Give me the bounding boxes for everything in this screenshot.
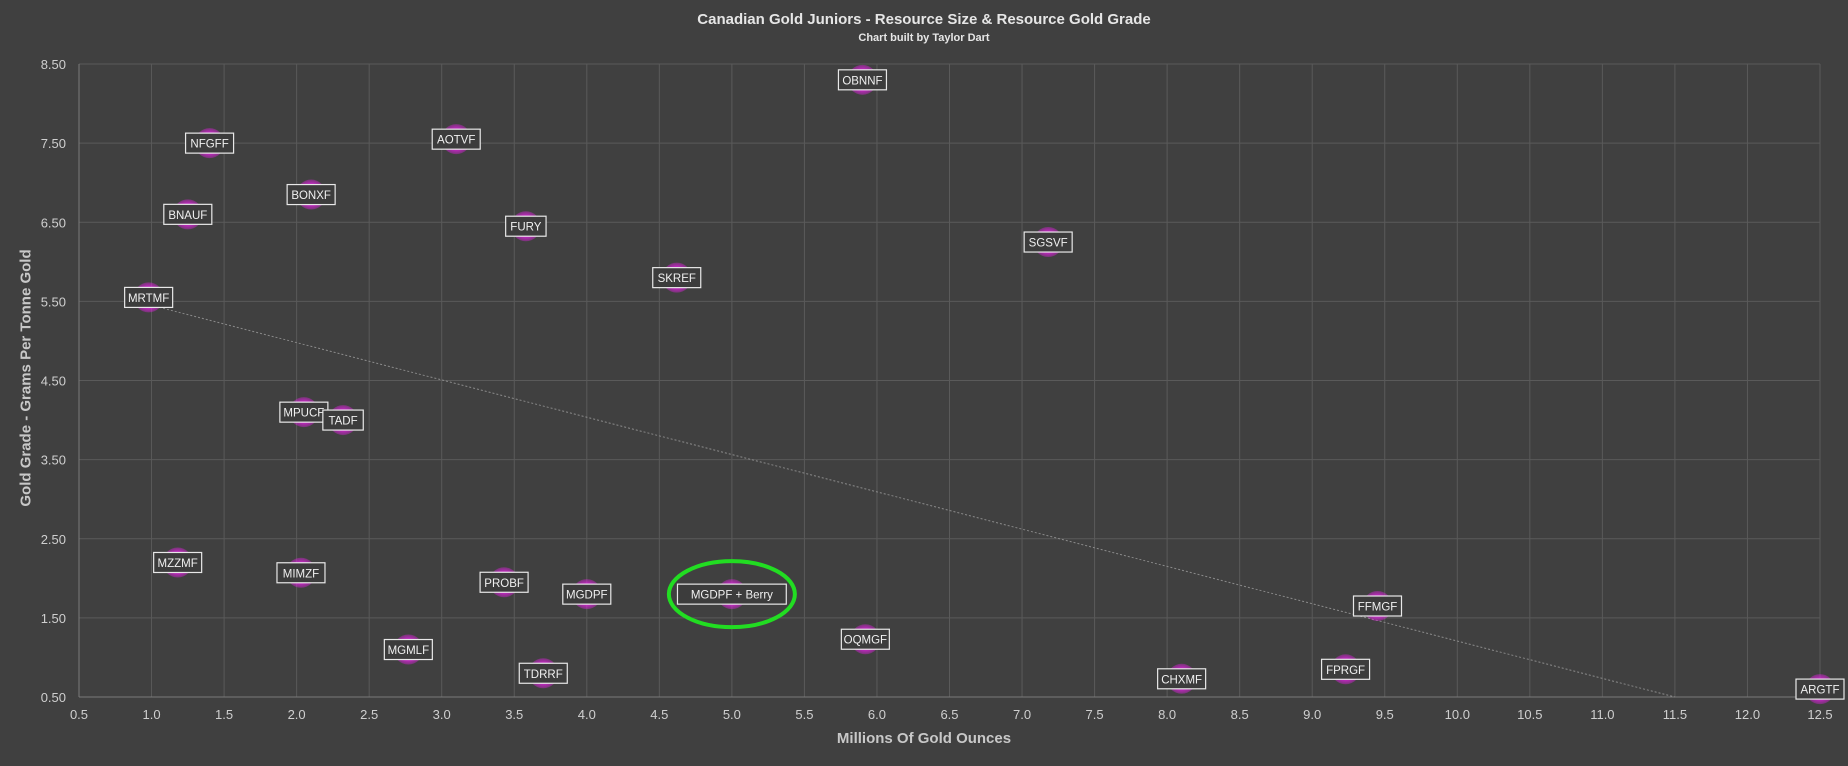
- x-tick-label: 8.5: [1231, 707, 1249, 722]
- point-label: FURY: [510, 222, 541, 234]
- point-label-box: [124, 286, 174, 309]
- chart-title: Canadian Gold Juniors - Resource Size & …: [697, 11, 1151, 28]
- point-label: MIMZF: [283, 568, 319, 580]
- point-label-box: [518, 662, 568, 684]
- x-tick-label: 12.0: [1735, 707, 1760, 722]
- point-label-box: [505, 215, 547, 237]
- point-label: PROBF: [484, 578, 524, 590]
- y-tick-label: 8.50: [41, 57, 66, 72]
- point-label: MGDPF: [566, 590, 608, 602]
- point-label: OBNNF: [842, 75, 882, 87]
- point-label: MGDPF + Berry: [691, 590, 773, 602]
- point-label: MPUCF: [283, 408, 324, 420]
- point-label-box: [1023, 231, 1073, 253]
- point-label: FFMGF: [1358, 602, 1398, 614]
- point-label-box: [652, 267, 702, 289]
- point-label: SKREF: [658, 273, 696, 285]
- point-label-box: [479, 571, 529, 593]
- x-tick-label: 5.5: [795, 707, 813, 722]
- x-tick-label: 8.0: [1158, 707, 1176, 722]
- x-tick-label: 7.5: [1086, 707, 1104, 722]
- y-tick-label: 6.50: [41, 215, 66, 230]
- point-label-box: [1157, 668, 1207, 690]
- y-axis-label: Gold Grade - Grams Per Tonne Gold: [17, 249, 35, 507]
- x-tick-label: 10.0: [1445, 707, 1470, 722]
- point-label: ARGTF: [1801, 685, 1840, 697]
- point-label-box: [276, 562, 326, 584]
- point-label-box: [676, 583, 787, 605]
- x-tick-label: 6.5: [940, 707, 958, 722]
- x-tick-label: 10.5: [1517, 707, 1542, 722]
- highlight-ellipse: [666, 559, 797, 630]
- x-tick-label: 4.0: [578, 707, 596, 722]
- point-label: MRTMF: [128, 293, 169, 305]
- x-tick-label: 4.5: [650, 707, 668, 722]
- x-tick-label: 11.5: [1663, 707, 1687, 722]
- y-tick-label: 5.50: [41, 294, 66, 309]
- chart-subtitle: Chart built by Taylor Dart: [858, 32, 990, 44]
- y-tick-label: 1.50: [41, 611, 66, 626]
- point-label: CHXMF: [1161, 674, 1202, 686]
- point-label: MGMLF: [388, 645, 430, 657]
- point-label: OQMGF: [844, 635, 887, 647]
- y-tick-label: 4.50: [41, 374, 66, 389]
- x-tick-label: 3.5: [505, 707, 523, 722]
- y-tick-label: 3.50: [41, 453, 66, 468]
- x-tick-label: 1.0: [143, 707, 161, 722]
- point-label-box: [383, 638, 433, 661]
- point-label-box: [1795, 678, 1845, 700]
- point-label: SGSVF: [1029, 238, 1068, 250]
- x-tick-label: 1.5: [215, 707, 233, 722]
- x-tick-label: 0.5: [70, 707, 88, 722]
- point-label-box: [840, 628, 890, 650]
- x-tick-label: 12.5: [1807, 707, 1832, 722]
- point-label: AOTVF: [437, 135, 475, 147]
- point-label-box: [431, 128, 481, 150]
- trendline: [151, 304, 1676, 698]
- point-label-box: [322, 409, 364, 431]
- x-tick-label: 9.5: [1376, 707, 1394, 722]
- point-label-box: [1320, 658, 1371, 680]
- x-tick-label: 2.5: [360, 707, 378, 722]
- x-tick-label: 11.0: [1590, 707, 1614, 722]
- x-tick-label: 3.0: [433, 707, 451, 722]
- point-label-box: [163, 203, 213, 225]
- point-label: TDRRF: [524, 669, 563, 681]
- point-label: MZZMF: [158, 558, 198, 570]
- point-label: TADF: [328, 416, 357, 428]
- y-tick-label: 7.50: [41, 136, 66, 151]
- point-label-box: [1352, 595, 1403, 617]
- x-axis-label: Millions Of Gold Ounces: [836, 730, 1012, 747]
- y-tick-label: 0.50: [41, 690, 66, 705]
- x-tick-label: 7.0: [1013, 707, 1031, 722]
- point-label: BONXF: [291, 190, 331, 202]
- point-label-box: [837, 69, 888, 91]
- x-tick-label: 5.0: [723, 707, 741, 722]
- point-label-box: [184, 132, 235, 154]
- point-label: BNAUF: [168, 210, 207, 222]
- x-tick-label: 2.0: [288, 707, 306, 722]
- point-label-box: [286, 183, 336, 206]
- point-label-box: [562, 583, 612, 605]
- point-label-box: [153, 551, 203, 574]
- x-tick-label: 9.0: [1303, 707, 1321, 722]
- point-label: NFGFF: [190, 139, 228, 151]
- point-label: FPRGF: [1326, 665, 1365, 677]
- y-tick-label: 2.50: [41, 532, 66, 547]
- x-tick-label: 6.0: [868, 707, 886, 722]
